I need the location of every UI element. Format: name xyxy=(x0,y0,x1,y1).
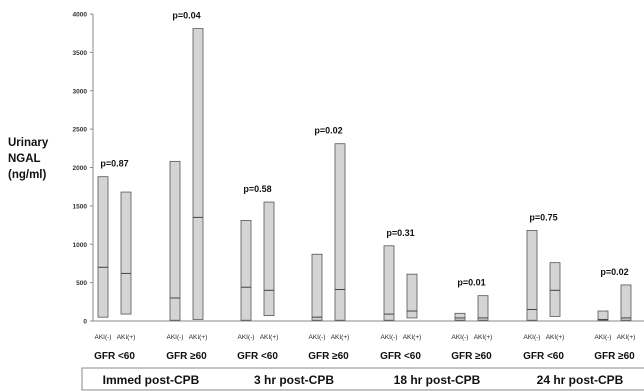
gfr-label: GFR ≥60 xyxy=(451,351,492,362)
y-tick-label: 1000 xyxy=(73,242,88,249)
aki-label: AKI(-) xyxy=(167,334,184,341)
range-bar xyxy=(454,312,466,321)
aki-label: AKI(+) xyxy=(474,334,493,341)
y-tick-label: 1500 xyxy=(73,203,88,210)
p-value-label: p=0.75 xyxy=(529,212,557,222)
p-value-label: p=0.02 xyxy=(314,126,342,136)
y-tick-label: 2500 xyxy=(73,127,88,134)
gfr-label: GFR <60 xyxy=(237,351,278,362)
time-point-label: Immed post-CPB xyxy=(103,373,200,387)
range-bar xyxy=(263,201,275,317)
gfr-label: GFR ≥60 xyxy=(166,351,207,362)
p-value-label: p=0.58 xyxy=(243,184,271,194)
gfr-label: GFR ≥60 xyxy=(594,351,635,362)
aki-label: AKI(-) xyxy=(95,334,112,341)
range-bar xyxy=(169,160,181,321)
aki-label: AKI(+) xyxy=(117,334,136,341)
range-bar xyxy=(526,230,538,321)
p-value-label: p=0.02 xyxy=(600,267,628,277)
bars xyxy=(97,28,632,321)
y-tick-label: 4000 xyxy=(73,12,88,19)
range-bar xyxy=(383,245,395,321)
p-value-label: p=0.04 xyxy=(172,11,200,21)
aki-label: AKI(+) xyxy=(260,334,279,341)
range-bar xyxy=(334,143,346,321)
aki-label: AKI(+) xyxy=(546,334,565,341)
aki-label: AKI(-) xyxy=(309,334,326,341)
range-bar xyxy=(311,253,323,321)
aki-label: AKI(+) xyxy=(331,334,350,341)
y-axis-title-line-3: (ng/ml) xyxy=(8,169,47,181)
range-bar xyxy=(549,262,561,317)
range-bar xyxy=(192,28,204,320)
time-point-band: Immed post-CPB 3 hr post-CPB 18 hr post-CP… xyxy=(81,367,644,391)
p-value-label: p=0.87 xyxy=(100,159,128,169)
aki-label: AKI(+) xyxy=(617,334,636,341)
time-point-label: 3 hr post-CPB xyxy=(254,373,334,387)
range-bar xyxy=(477,295,489,321)
gfr-label: GFR <60 xyxy=(523,351,564,362)
gfr-label: GFR <60 xyxy=(380,351,421,362)
y-tick-label: 0 xyxy=(83,319,87,326)
y-tick-label: 500 xyxy=(76,280,87,287)
gfr-label: GFR <60 xyxy=(94,351,135,362)
range-bar xyxy=(240,220,252,321)
aki-label: AKI(-) xyxy=(452,334,469,341)
range-bar xyxy=(406,273,418,319)
aki-label: AKI(+) xyxy=(403,334,422,341)
range-bar xyxy=(97,176,109,318)
aki-label: AKI(-) xyxy=(595,334,612,341)
p-value-label: p=0.01 xyxy=(457,278,485,288)
axes: 0 500 1000 1500 2000 2500 3000 3500 4000 xyxy=(73,12,644,326)
range-bar xyxy=(597,310,609,321)
aki-label: AKI(+) xyxy=(189,334,208,341)
gfr-label: GFR ≥60 xyxy=(308,351,349,362)
labels: AKI(-) AKI(+) p=0.87 GFR <60 AKI(-) AKI(+) p=0… xyxy=(94,11,635,362)
range-bar xyxy=(120,191,132,315)
time-point-label: 18 hr post-CPB xyxy=(394,373,481,387)
time-point-box xyxy=(81,367,644,391)
p-value-label: p=0.31 xyxy=(386,228,414,238)
y-tick-label: 3000 xyxy=(73,88,88,95)
y-tick-label: 2000 xyxy=(73,165,88,172)
range-bar xyxy=(620,284,632,321)
aki-label: AKI(-) xyxy=(524,334,541,341)
y-axis-title-line-1: Urinary xyxy=(8,137,49,149)
time-point-label: 24 hr post-CPB xyxy=(537,373,624,387)
aki-label: AKI(-) xyxy=(238,334,255,341)
y-axis-title: Urinary NGAL (ng/ml) xyxy=(8,135,68,183)
y-tick-label: 3500 xyxy=(73,50,88,57)
y-axis-title-line-2: NGAL xyxy=(8,153,41,165)
aki-label: AKI(-) xyxy=(381,334,398,341)
